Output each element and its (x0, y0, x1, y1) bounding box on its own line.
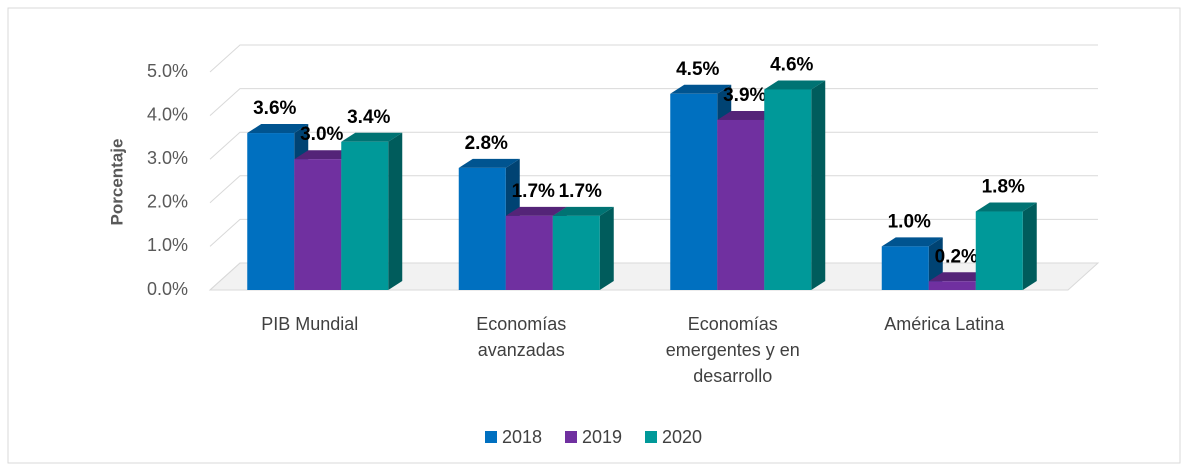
bar-side (388, 132, 403, 290)
legend-label: 2019 (582, 427, 622, 447)
data-label: 1.7% (512, 181, 555, 202)
data-label: 3.4% (347, 107, 390, 128)
bar-side (599, 206, 614, 290)
bar-side (811, 80, 826, 290)
x-tick-label: América Latina (884, 314, 1005, 334)
legend-swatch (645, 431, 657, 443)
bar-side (1022, 202, 1037, 290)
data-label: 1.0% (888, 211, 931, 232)
bar (294, 159, 342, 290)
bar (670, 93, 718, 290)
grid-line (209, 44, 1098, 73)
data-label: 3.9% (723, 85, 766, 106)
bar-top (458, 158, 520, 168)
x-tick-label: Economías avanzadas (476, 314, 567, 360)
data-label: 3.0% (300, 124, 343, 145)
bar-top (928, 272, 990, 282)
bar-top (764, 80, 826, 90)
y-tick-label: 0.0% (147, 279, 188, 299)
bar (717, 119, 765, 291)
y-tick-label: 4.0% (147, 104, 188, 124)
data-label: 0.2% (935, 246, 978, 267)
y-tick-label: 2.0% (147, 192, 188, 212)
bar (881, 246, 929, 290)
bar-top (975, 202, 1037, 212)
bar (764, 89, 812, 290)
data-label: 1.8% (982, 177, 1025, 198)
bar (505, 215, 553, 290)
data-label: 2.8% (465, 133, 508, 154)
bar-top (247, 124, 309, 134)
data-label: 4.6% (770, 54, 813, 75)
bar (247, 133, 295, 290)
legend-swatch (485, 431, 497, 443)
bar (458, 167, 506, 290)
y-tick-label: 3.0% (147, 148, 188, 168)
bar (341, 141, 389, 290)
legend-label: 2018 (502, 427, 542, 447)
y-axis-title: Porcentaje (107, 139, 126, 226)
bar-top (670, 84, 732, 94)
bar-top (881, 237, 943, 247)
legend-swatch (565, 431, 577, 443)
x-tick-label: PIB Mundial (261, 314, 359, 334)
bar-top (505, 206, 567, 216)
y-tick-label: 5.0% (147, 61, 188, 81)
bar-top (294, 150, 356, 160)
bar-top (717, 110, 779, 120)
bar (975, 211, 1023, 290)
data-label: 4.5% (676, 59, 719, 80)
bar (552, 215, 600, 290)
legend-label: 2020 (662, 427, 702, 447)
y-tick-label: 1.0% (147, 235, 188, 255)
data-label: 3.6% (253, 98, 296, 119)
bar-top (341, 132, 403, 142)
bar-top (552, 206, 614, 216)
x-tick-label: Economías emergentes y en desarrollo (665, 314, 800, 386)
data-label: 1.7% (559, 181, 602, 202)
bar (928, 281, 976, 290)
